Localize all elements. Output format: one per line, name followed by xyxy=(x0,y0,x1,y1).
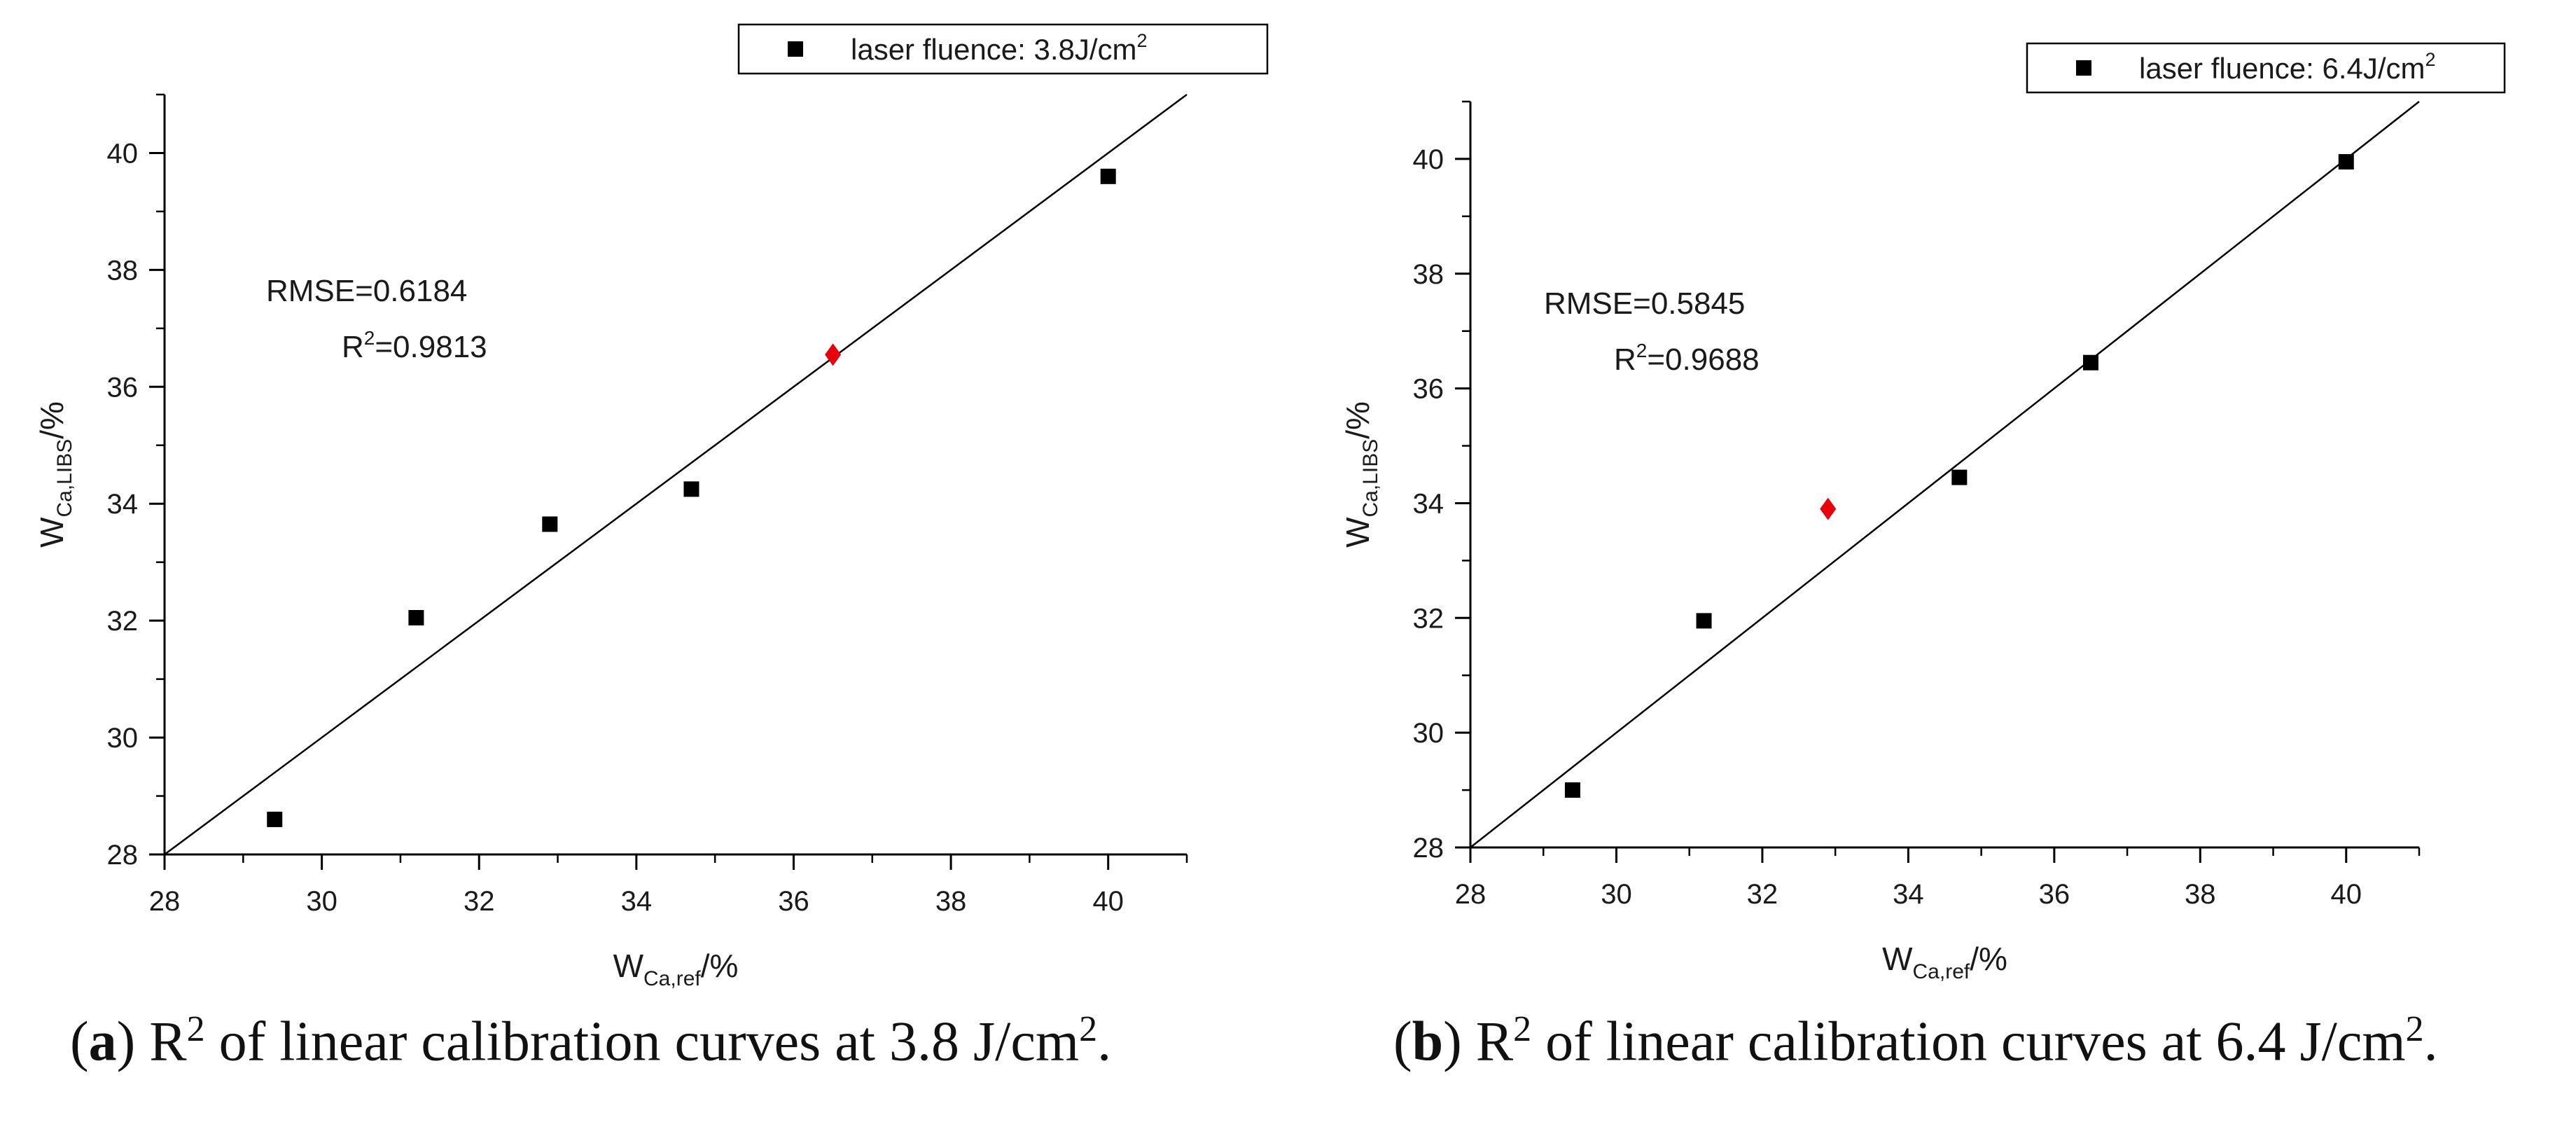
y-tick-label: 34 xyxy=(107,489,139,520)
y-tick-label: 40 xyxy=(107,138,139,169)
caption-a: (a) R2 of linear calibration curves at 3… xyxy=(70,1009,1111,1074)
caption-b-text: of linear calibration curves at 6.4 J/cm xyxy=(1531,1011,2406,1073)
data-point-square xyxy=(267,811,283,827)
y-tick-label: 40 xyxy=(1413,144,1444,175)
caption-a-sup2: 2 xyxy=(1079,1009,1098,1049)
x-tick-label: 32 xyxy=(1747,879,1778,910)
data-point-square xyxy=(1564,782,1580,798)
legend-marker xyxy=(788,41,803,57)
y-tick-label: 28 xyxy=(1413,833,1444,864)
x-tick-label: 40 xyxy=(1092,886,1124,917)
caption-b-sup2: 2 xyxy=(2405,1009,2424,1049)
caption-a-end: . xyxy=(1097,1011,1112,1073)
y-tick-label: 38 xyxy=(1413,259,1444,290)
x-tick-label: 30 xyxy=(306,886,337,917)
y-axis-title: WCa,LIBS/% xyxy=(34,401,76,548)
rmse-annotation: RMSE=0.6184 xyxy=(266,274,467,308)
x-tick-label: 30 xyxy=(1601,879,1632,910)
x-tick-label: 40 xyxy=(2331,879,2362,910)
caption-a-sup: 2 xyxy=(186,1009,205,1049)
x-tick-label: 34 xyxy=(621,886,653,917)
x-tick-label: 28 xyxy=(1455,879,1487,910)
y-tick-label: 28 xyxy=(107,840,139,871)
rmse-annotation: RMSE=0.5845 xyxy=(1544,286,1745,321)
y-tick-label: 36 xyxy=(1413,374,1444,405)
legend-label: laser fluence: 6.4J/cm2 xyxy=(2139,49,2436,85)
data-point-square xyxy=(1951,469,1968,485)
data-point-diamond xyxy=(1820,497,1837,520)
y-tick-label: 32 xyxy=(107,606,139,637)
y-tick-label: 32 xyxy=(1413,603,1444,634)
chart-b: 28 30 32 34 36 38 40 28 30 32 34 36 38 40 WCa,ref/% WCa… xyxy=(1339,42,2506,983)
x-axis-title: WCa,ref/% xyxy=(613,948,739,990)
y-tick-label: 30 xyxy=(1413,718,1444,749)
legend-box xyxy=(2026,42,2506,94)
r2-annotation: R2=0.9813 xyxy=(342,327,487,364)
x-axis-title: WCa,ref/% xyxy=(1882,941,2007,983)
x-tick-label: 38 xyxy=(935,886,967,917)
caption-a-label: (a) xyxy=(70,1011,136,1073)
data-point-square xyxy=(2338,154,2354,170)
fit-line xyxy=(1470,101,2420,848)
data-point-square xyxy=(2082,354,2098,370)
caption-b: (b) R2 of linear calibration curves at 6… xyxy=(1393,1009,2438,1074)
caption-b-label: (b) xyxy=(1393,1011,1462,1073)
x-tick-label: 32 xyxy=(464,886,495,917)
y-tick-label: 30 xyxy=(107,723,139,754)
x-tick-label: 34 xyxy=(1893,879,1924,910)
legend-label: laser fluence: 3.8J/cm2 xyxy=(851,30,1148,66)
x-tick-label: 28 xyxy=(149,886,181,917)
legend-box xyxy=(737,23,1269,75)
data-point-square xyxy=(683,481,699,497)
x-tick-label: 36 xyxy=(2039,879,2070,910)
x-tick-label: 38 xyxy=(2185,879,2216,910)
data-point-square xyxy=(1100,168,1116,184)
data-point-square xyxy=(542,516,558,532)
data-point-diamond xyxy=(825,343,842,366)
r2-annotation: R2=0.9688 xyxy=(1614,340,1760,377)
y-tick-label: 36 xyxy=(107,372,139,403)
chart-a: 28 30 32 34 36 38 40 28 30 32 34 36 38 40 WCa,ref/% WCa… xyxy=(34,23,1269,990)
caption-a-prefix: R xyxy=(135,1011,187,1073)
y-tick-label: 38 xyxy=(107,255,139,286)
x-tick-label: 36 xyxy=(778,886,809,917)
caption-b-end: . xyxy=(2423,1011,2438,1073)
caption-b-prefix: R xyxy=(1461,1011,1514,1073)
data-point-square xyxy=(1696,613,1712,629)
y-axis-title: WCa,LIBS/% xyxy=(1339,401,1382,548)
fit-line xyxy=(164,93,1188,856)
legend-marker xyxy=(2076,60,2091,76)
caption-b-sup: 2 xyxy=(1513,1009,1532,1049)
data-point-square xyxy=(408,609,424,625)
y-tick-label: 34 xyxy=(1413,488,1444,519)
caption-a-text: of linear calibration curves at 3.8 J/cm xyxy=(204,1011,1080,1073)
